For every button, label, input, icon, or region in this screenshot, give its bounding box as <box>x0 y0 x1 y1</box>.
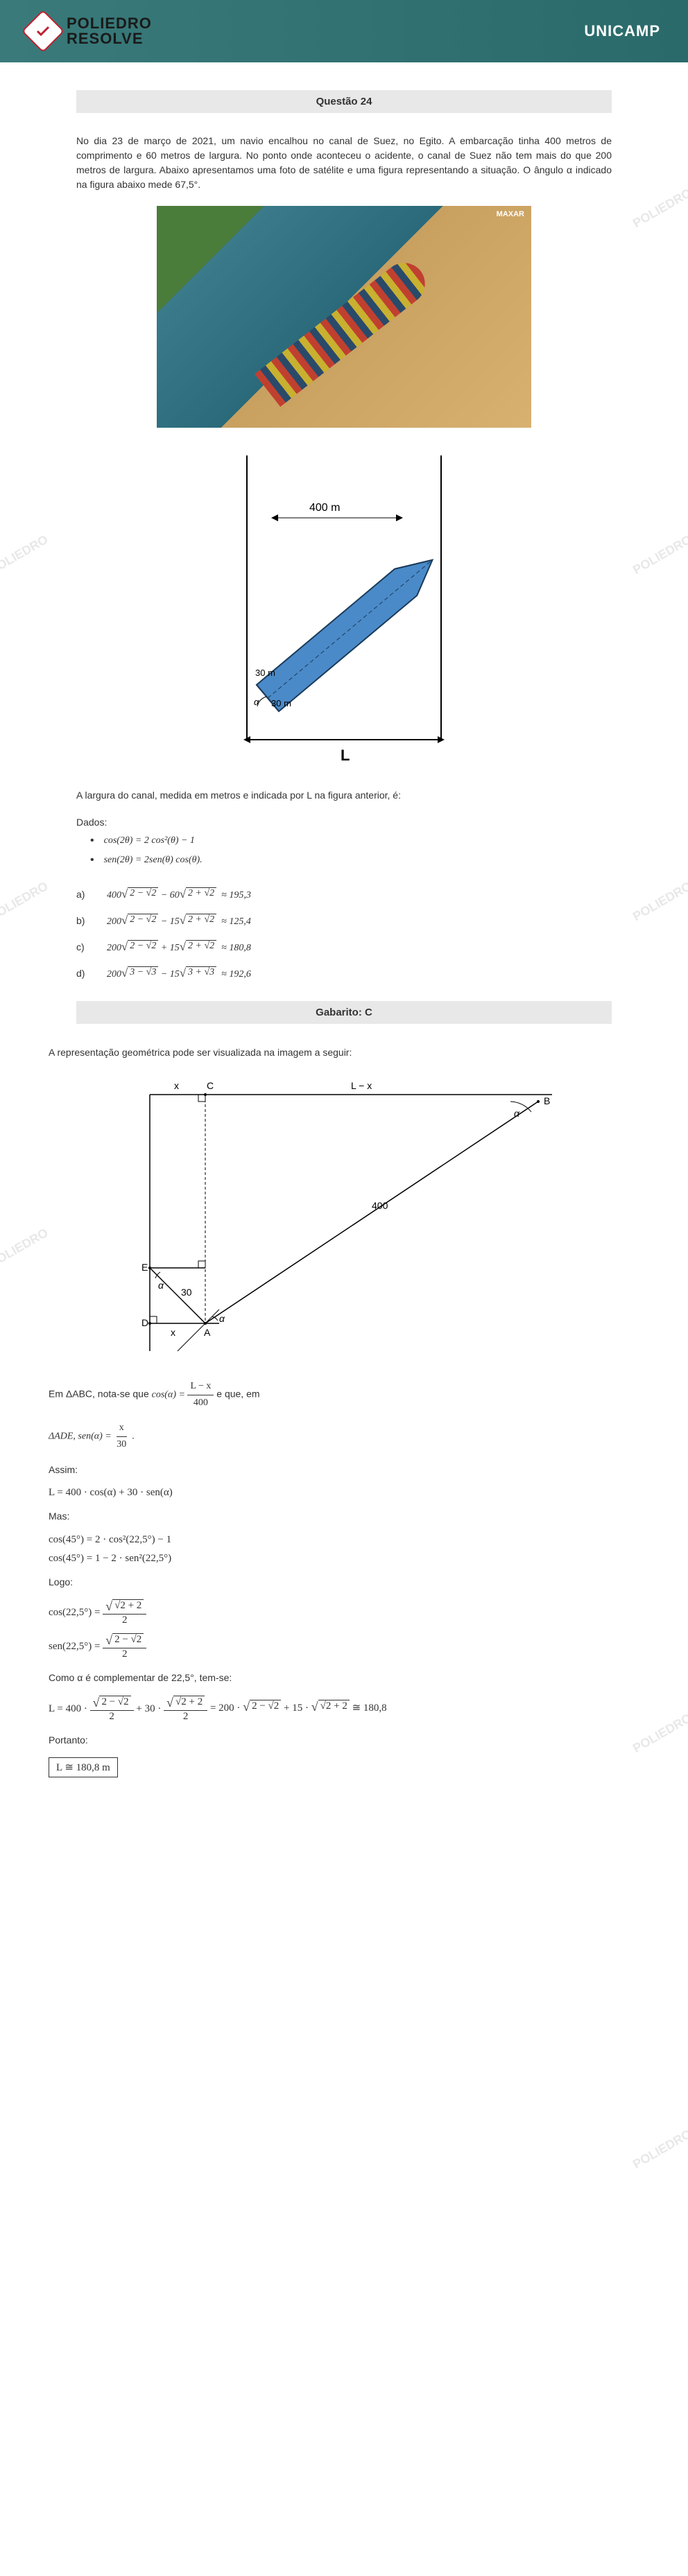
dados-label: Dados: <box>76 817 612 828</box>
svg-text:C: C <box>207 1080 214 1091</box>
opt-c-lbl: c) <box>76 941 93 952</box>
svg-text:400: 400 <box>372 1200 388 1211</box>
sol-eqF: L = 400 · √2 − √22 + 30 · √√2 + 22 = 200… <box>49 1696 639 1723</box>
sol-assim: Assim: <box>49 1462 639 1477</box>
svg-text:α: α <box>514 1108 520 1119</box>
svg-text:A: A <box>204 1327 211 1338</box>
watermark: POLIEDRO <box>630 186 688 231</box>
diag-w1: 30 m <box>255 668 275 678</box>
solution: A representação geométrica pode ser visu… <box>49 1045 639 1777</box>
sol-boxed: L ≅ 180,8 m <box>49 1757 118 1777</box>
dados-2: sen(2θ) = 2sen(θ) cos(θ). <box>104 855 203 866</box>
dados-1: cos(2θ) = 2 cos²(θ) − 1 <box>104 835 195 846</box>
sol-eq5: sen(22,5°) = √2 − √22 <box>49 1633 639 1660</box>
option-d: d) 200√3 − √3 − 15√3 + √3 ≈ 192,6 <box>76 966 612 980</box>
options: a) 400√2 − √2 − 60√2 + √2 ≈ 195,3 b) 200… <box>76 887 612 980</box>
watermark: POLIEDRO <box>0 879 51 924</box>
sol-logo: Logo: <box>49 1574 639 1590</box>
watermark: POLIEDRO <box>630 2127 688 2172</box>
brand-line1: POLIEDRO <box>67 16 152 31</box>
opt-b-lbl: b) <box>76 915 93 926</box>
watermark: POLIEDRO <box>630 532 688 577</box>
sol-comp: Como α é complementar de 22,5°, tem-se: <box>49 1670 639 1685</box>
opt-c-expr: 200√2 − √2 + 15√2 + √2 ≈ 180,8 <box>107 940 251 954</box>
opt-a-expr: 400√2 − √2 − 60√2 + √2 ≈ 195,3 <box>107 887 251 901</box>
sol-p2: ΔADE, sen(α) = x30 . <box>49 1420 639 1452</box>
sol-eq4: cos(22,5°) = √√2 + 22 <box>49 1599 639 1626</box>
svg-text:B: B <box>544 1095 550 1106</box>
logo-left: POLIEDRO RESOLVE <box>28 16 152 46</box>
opt-a-lbl: a) <box>76 889 93 900</box>
svg-text:L − x: L − x <box>351 1080 372 1091</box>
solution-diagram: x C L − x B α 400 E α 30 D x A α <box>122 1074 566 1365</box>
satellite-photo: MAXAR <box>157 206 531 428</box>
diag-len: 400 m <box>309 502 340 514</box>
sol-eq3: cos(45°) = 1 − 2 · sen²(22,5°) <box>49 1553 639 1565</box>
dados-block: Dados: cos(2θ) = 2 cos²(θ) − 1 sen(2θ) =… <box>76 817 612 867</box>
svg-text:x: x <box>174 1080 179 1091</box>
sol-p1: Em ΔABC, nota-se que cos(α) = L − x400 e… <box>49 1379 639 1411</box>
watermark: POLIEDRO <box>630 879 688 924</box>
option-a: a) 400√2 − √2 − 60√2 + √2 ≈ 195,3 <box>76 887 612 901</box>
ship-shape <box>255 254 433 407</box>
svg-text:α: α <box>219 1313 225 1324</box>
check-badge-icon <box>22 10 64 53</box>
diag-w2: 30 m <box>271 698 291 708</box>
opt-d-lbl: d) <box>76 968 93 979</box>
svg-text:x: x <box>171 1327 175 1338</box>
ship-diagram: 400 m 30 m 30 m α L <box>205 449 483 767</box>
opt-b-expr: 200√2 − √2 − 15√2 + √2 ≈ 125,4 <box>107 914 251 928</box>
exam-name: UNICAMP <box>584 22 660 40</box>
question-title: Questão 24 <box>76 90 612 113</box>
svg-text:30: 30 <box>181 1287 192 1298</box>
option-c: c) 200√2 − √2 + 15√2 + √2 ≈ 180,8 <box>76 940 612 954</box>
question-text: No dia 23 de março de 2021, um navio enc… <box>76 134 612 192</box>
watermark: POLIEDRO <box>0 1226 51 1271</box>
sol-portanto: Portanto: <box>49 1732 639 1748</box>
page-header: POLIEDRO RESOLVE UNICAMP <box>0 0 688 62</box>
gabarito: Gabarito: C <box>76 1001 612 1024</box>
sol-mas: Mas: <box>49 1508 639 1524</box>
diag-base: L <box>341 747 350 764</box>
subtext: A largura do canal, medida em metros e i… <box>76 788 612 803</box>
svg-text:E: E <box>141 1262 148 1273</box>
watermark: POLIEDRO <box>0 532 51 577</box>
brand-line2: RESOLVE <box>67 31 152 46</box>
opt-d-expr: 200√3 − √3 − 15√3 + √3 ≈ 192,6 <box>107 966 251 980</box>
option-b: b) 200√2 − √2 − 15√2 + √2 ≈ 125,4 <box>76 914 612 928</box>
sol-intro: A representação geométrica pode ser visu… <box>49 1045 639 1060</box>
diag-alpha: α <box>254 697 259 707</box>
svg-text:D: D <box>141 1317 148 1328</box>
photo-credit: MAXAR <box>497 210 524 218</box>
sol-eq2: cos(45°) = 2 · cos²(22,5°) − 1 <box>49 1534 639 1546</box>
svg-text:α: α <box>158 1280 164 1291</box>
sol-eq1: L = 400 · cos(α) + 30 · sen(α) <box>49 1487 639 1499</box>
